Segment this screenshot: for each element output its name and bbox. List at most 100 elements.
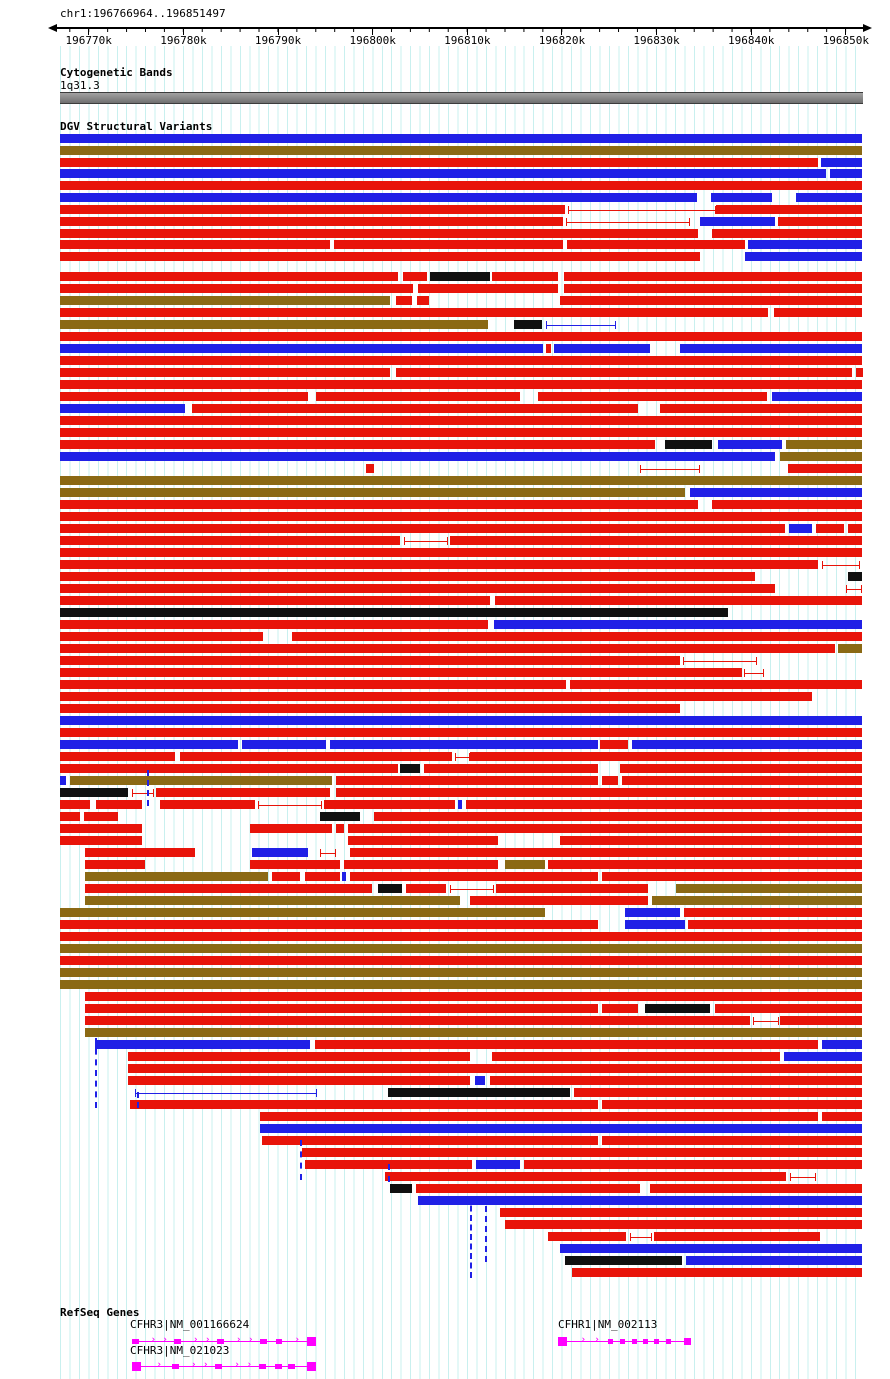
- variant-whisker[interactable]: [320, 849, 336, 857]
- variant-bar[interactable]: [572, 1268, 862, 1277]
- variant-bar[interactable]: [505, 1220, 862, 1229]
- variant-whisker[interactable]: [546, 321, 616, 329]
- variant-bar[interactable]: [822, 1040, 862, 1049]
- variant-bar[interactable]: [252, 848, 308, 857]
- variant-bar[interactable]: [96, 800, 142, 809]
- variant-bar[interactable]: [602, 1004, 638, 1013]
- variant-bar[interactable]: [60, 392, 308, 401]
- variant-bar[interactable]: [60, 344, 543, 353]
- variant-bar[interactable]: [60, 548, 862, 557]
- variant-bar[interactable]: [424, 764, 598, 773]
- variant-bar[interactable]: [315, 1040, 818, 1049]
- variant-bar[interactable]: [645, 1004, 710, 1013]
- variant-bar[interactable]: [684, 908, 862, 917]
- variant-bar[interactable]: [665, 440, 712, 449]
- variant-bar[interactable]: [418, 284, 558, 293]
- variant-bar[interactable]: [780, 1016, 862, 1025]
- variant-bar[interactable]: [602, 872, 862, 881]
- variant-bar[interactable]: [302, 1148, 862, 1157]
- variant-whisker[interactable]: [630, 1233, 652, 1241]
- variant-bar[interactable]: [378, 884, 402, 893]
- variant-whisker[interactable]: [744, 669, 764, 677]
- variant-bar[interactable]: [60, 680, 566, 689]
- variant-bar[interactable]: [748, 240, 862, 249]
- variant-bar[interactable]: [156, 788, 330, 797]
- variant-bar[interactable]: [60, 193, 697, 202]
- variant-bar[interactable]: [712, 500, 862, 509]
- variant-bar[interactable]: [564, 284, 862, 293]
- variant-bar[interactable]: [342, 872, 346, 881]
- variant-bar[interactable]: [822, 1112, 862, 1121]
- variant-bar[interactable]: [366, 464, 374, 473]
- variant-bar[interactable]: [60, 908, 545, 917]
- variant-bar[interactable]: [416, 1184, 640, 1193]
- variant-bar[interactable]: [60, 788, 128, 797]
- variant-bar[interactable]: [780, 452, 862, 461]
- variant-bar[interactable]: [60, 205, 565, 214]
- variant-bar[interactable]: [60, 656, 680, 665]
- variant-bar[interactable]: [396, 368, 852, 377]
- variant-bar[interactable]: [788, 464, 862, 473]
- variant-bar[interactable]: [60, 524, 785, 533]
- variant-bar[interactable]: [622, 776, 862, 785]
- variant-bar[interactable]: [660, 404, 862, 413]
- variant-bar[interactable]: [712, 229, 862, 238]
- variant-bar[interactable]: [60, 728, 862, 737]
- gene-exon[interactable]: [132, 1362, 141, 1371]
- variant-bar[interactable]: [490, 1076, 862, 1085]
- variant-bar[interactable]: [160, 800, 255, 809]
- variant-bar[interactable]: [336, 776, 598, 785]
- variant-whisker[interactable]: [132, 789, 154, 797]
- variant-bar[interactable]: [418, 1196, 862, 1205]
- variant-bar[interactable]: [796, 193, 862, 202]
- variant-bar[interactable]: [560, 1244, 862, 1253]
- variant-bar[interactable]: [690, 488, 862, 497]
- variant-bar[interactable]: [60, 296, 390, 305]
- variant-bar[interactable]: [686, 1256, 862, 1265]
- variant-bar[interactable]: [403, 272, 427, 281]
- variant-bar[interactable]: [716, 205, 862, 214]
- variant-bar[interactable]: [60, 644, 835, 653]
- variant-bar[interactable]: [652, 896, 862, 905]
- variant-bar[interactable]: [676, 884, 862, 893]
- variant-bar[interactable]: [60, 716, 862, 725]
- variant-bar[interactable]: [602, 776, 618, 785]
- variant-bar[interactable]: [565, 1256, 682, 1265]
- gene-exon[interactable]: [132, 1339, 139, 1344]
- variant-bar[interactable]: [60, 920, 598, 929]
- variant-bar[interactable]: [548, 860, 862, 869]
- variant-bar[interactable]: [272, 872, 300, 881]
- variant-bar[interactable]: [856, 368, 863, 377]
- variant-bar[interactable]: [336, 788, 862, 797]
- variant-whisker[interactable]: [258, 801, 322, 809]
- gene-exon[interactable]: [307, 1362, 316, 1371]
- variant-bar[interactable]: [60, 158, 818, 167]
- variant-bar[interactable]: [715, 1004, 862, 1013]
- gene-exon[interactable]: [174, 1339, 181, 1344]
- variant-bar[interactable]: [700, 217, 775, 226]
- variant-bar[interactable]: [494, 620, 862, 629]
- variant-bar[interactable]: [60, 944, 862, 953]
- variant-bar[interactable]: [60, 968, 862, 977]
- variant-bar[interactable]: [348, 836, 498, 845]
- variant-bar[interactable]: [625, 920, 685, 929]
- variant-bar[interactable]: [60, 181, 862, 190]
- variant-bar[interactable]: [60, 824, 142, 833]
- gene-exon[interactable]: [684, 1338, 691, 1345]
- variant-bar[interactable]: [60, 704, 680, 713]
- variant-bar[interactable]: [85, 848, 195, 857]
- variant-bar[interactable]: [60, 512, 862, 521]
- variant-bar[interactable]: [385, 1172, 786, 1181]
- variant-bar[interactable]: [60, 452, 775, 461]
- variant-bar[interactable]: [350, 848, 862, 857]
- variant-bar[interactable]: [85, 1016, 750, 1025]
- variant-bar[interactable]: [128, 1064, 862, 1073]
- variant-bar[interactable]: [602, 1136, 862, 1145]
- variant-bar[interactable]: [60, 320, 488, 329]
- variant-bar[interactable]: [324, 800, 455, 809]
- variant-bar[interactable]: [60, 488, 685, 497]
- variant-bar[interactable]: [470, 896, 648, 905]
- variant-bar[interactable]: [60, 252, 700, 261]
- variant-bar[interactable]: [336, 824, 344, 833]
- variant-bar[interactable]: [60, 416, 862, 425]
